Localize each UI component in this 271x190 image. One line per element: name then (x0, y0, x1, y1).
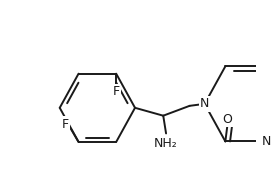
Text: F: F (113, 85, 120, 98)
Text: N: N (262, 135, 271, 148)
Text: F: F (62, 118, 69, 131)
Text: O: O (222, 113, 232, 126)
Text: N: N (200, 97, 209, 110)
Text: NH₂: NH₂ (154, 137, 178, 150)
